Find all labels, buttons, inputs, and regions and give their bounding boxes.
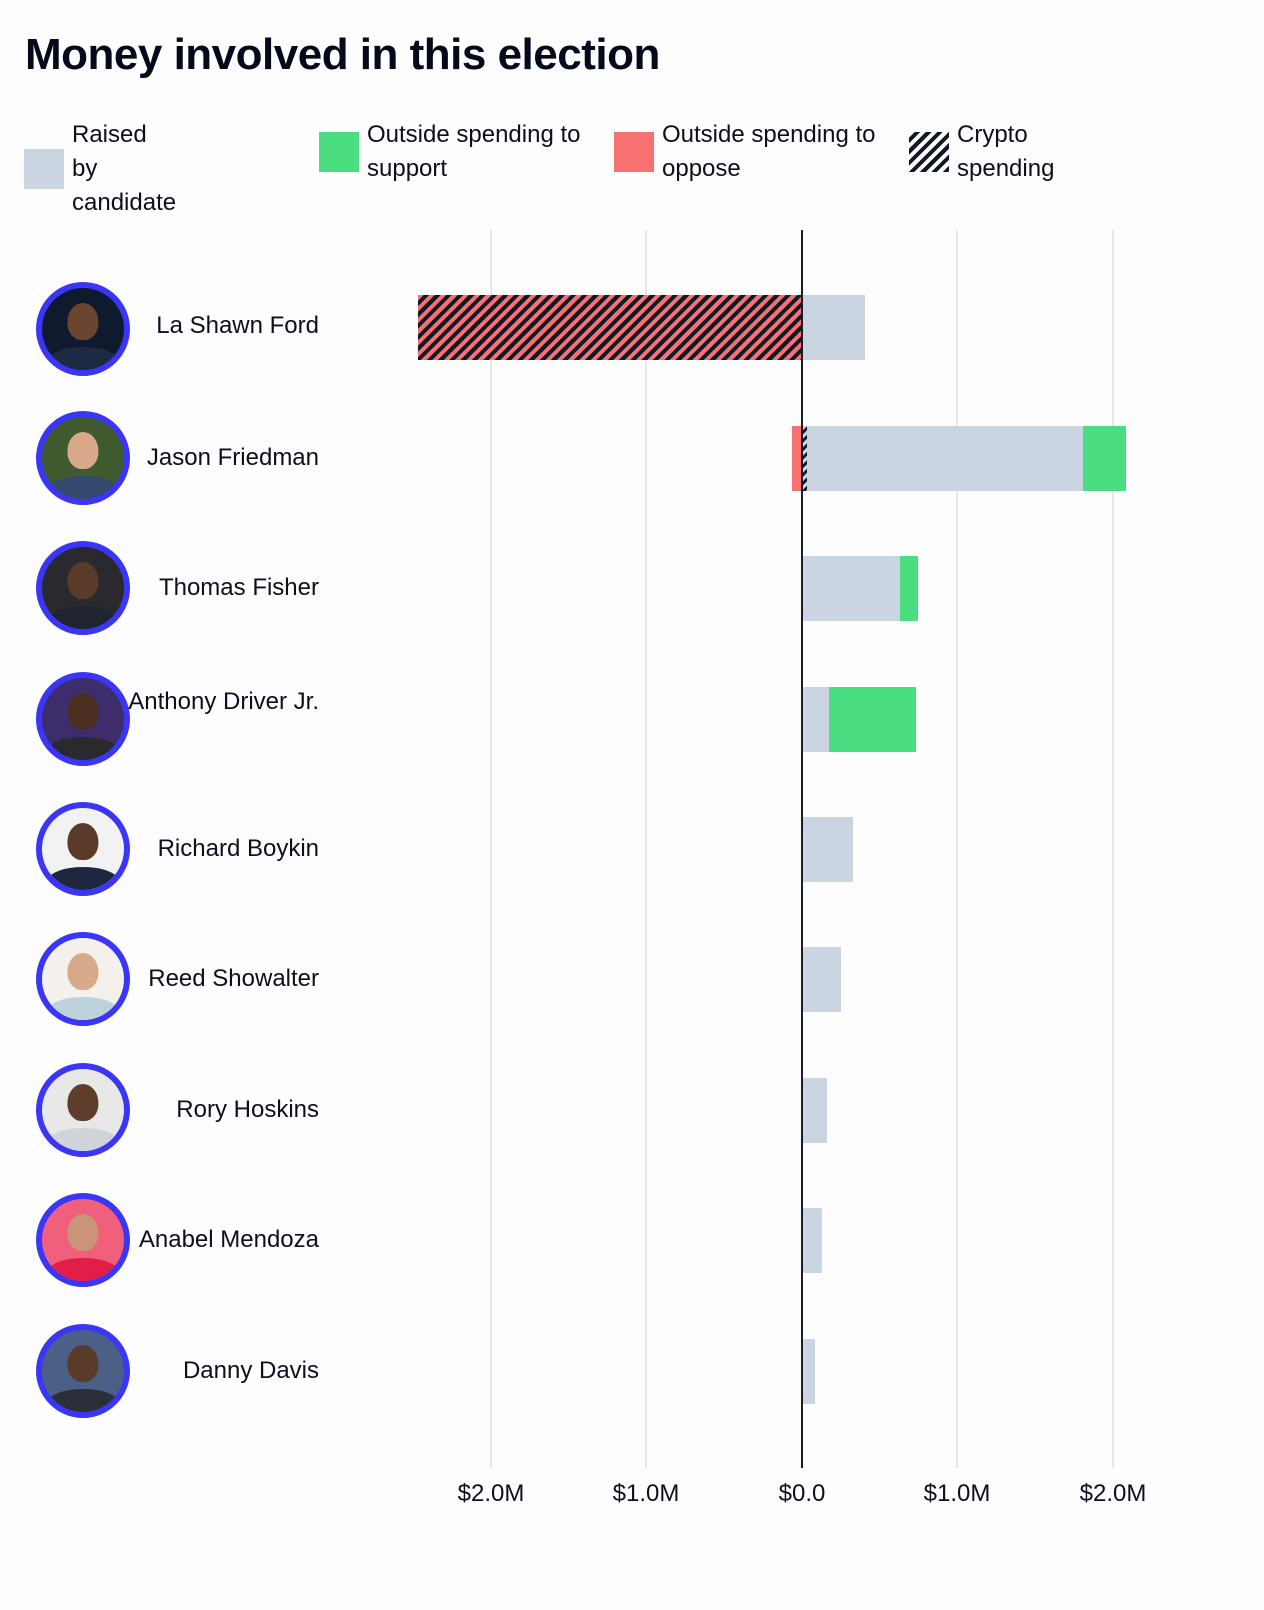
candidate-name: Thomas Fisher — [158, 574, 319, 601]
x-tick-label: $2.0M — [1079, 1480, 1147, 1507]
x-tick-label: $1.0M — [612, 1480, 680, 1507]
candidate-row: Thomas Fisher — [0, 523, 1264, 653]
body-shape — [46, 1128, 120, 1151]
chart-title: Money involved in this election — [25, 30, 660, 79]
avatar — [36, 802, 130, 896]
bar-raised[interactable] — [807, 426, 1083, 491]
candidate-row: Anthony Driver Jr. — [0, 654, 1264, 784]
avatar — [36, 1063, 130, 1157]
candidate-name: Richard Boykin — [157, 835, 319, 862]
body-shape — [46, 867, 120, 890]
legend-label: Outside spending to oppose — [662, 121, 876, 182]
face-shape — [67, 561, 99, 600]
candidate-row: Richard Boykin — [0, 784, 1264, 914]
bar-raised[interactable] — [803, 1078, 827, 1143]
legend-item-raised: Raised by candidate — [24, 118, 176, 220]
bar-raised[interactable] — [803, 295, 865, 360]
body-shape — [46, 737, 120, 760]
candidate-row: La Shawn Ford — [0, 262, 1264, 392]
bar-raised[interactable] — [803, 817, 853, 882]
candidate-row: Jason Friedman — [0, 393, 1264, 523]
candidate-row: Reed Showalter — [0, 914, 1264, 1044]
support-swatch — [319, 132, 359, 172]
candidate-row: Danny Davis — [0, 1306, 1264, 1436]
avatar — [36, 672, 130, 766]
candidate-name: La Shawn Ford — [156, 312, 319, 339]
x-tick-label: $0.0 — [778, 1480, 826, 1507]
oppose-swatch — [614, 132, 654, 172]
candidate-name: Danny Davis — [182, 1357, 319, 1384]
face-shape — [67, 431, 99, 470]
candidate-name: Rory Hoskins — [176, 1096, 319, 1123]
bar-support[interactable] — [900, 556, 918, 621]
face-shape — [67, 692, 99, 731]
avatar — [36, 411, 130, 505]
avatar — [36, 1193, 130, 1287]
face-shape — [67, 952, 99, 991]
bar-support[interactable] — [829, 687, 916, 752]
bar-oppose[interactable] — [792, 426, 802, 491]
candidate-name: Anthony Driver Jr. — [128, 688, 319, 715]
legend-label: Raised by candidate — [72, 121, 177, 216]
bar-raised[interactable] — [803, 556, 900, 621]
legend-item-oppose: Outside spending to oppose — [614, 118, 884, 186]
face-shape — [67, 1083, 99, 1122]
face-shape — [67, 1344, 99, 1383]
legend-label: Outside spending to support — [367, 121, 581, 182]
avatar — [36, 932, 130, 1026]
face-shape — [67, 302, 99, 341]
gridline — [956, 230, 958, 1468]
legend-item-crypto: Crypto spending — [909, 118, 1054, 186]
body-shape — [46, 1389, 120, 1412]
bar-crypto[interactable] — [803, 426, 807, 491]
bar-raised[interactable] — [803, 947, 841, 1012]
body-shape — [46, 347, 120, 370]
raised-swatch — [24, 149, 64, 189]
candidate-name: Anabel Mendoza — [138, 1226, 319, 1253]
body-shape — [46, 1258, 120, 1281]
candidate-name: Reed Showalter — [148, 965, 319, 992]
bar-raised[interactable] — [803, 687, 829, 752]
bar-raised[interactable] — [803, 1208, 822, 1273]
gridline — [645, 230, 647, 1468]
x-tick-label: $2.0M — [457, 1480, 525, 1507]
crypto-hatch-icon — [909, 132, 949, 172]
face-shape — [67, 822, 99, 861]
bar-raised[interactable] — [803, 1339, 815, 1404]
x-tick-label: $1.0M — [923, 1480, 991, 1507]
avatar — [36, 1324, 130, 1418]
legend-item-support: Outside spending to support — [319, 118, 589, 186]
bar-oppose-crypto[interactable] — [418, 295, 802, 360]
candidate-name: Jason Friedman — [146, 444, 319, 471]
face-shape — [67, 1213, 99, 1252]
bar-support[interactable] — [1083, 426, 1126, 491]
candidate-row: Anabel Mendoza — [0, 1175, 1264, 1305]
legend-label: Crypto spending — [957, 121, 1055, 182]
gridline — [1112, 230, 1114, 1468]
body-shape — [46, 997, 120, 1020]
avatar — [36, 541, 130, 635]
body-shape — [46, 606, 120, 629]
gridline — [490, 230, 492, 1468]
candidate-row: Rory Hoskins — [0, 1045, 1264, 1175]
zero-line — [801, 230, 803, 1468]
avatar — [36, 282, 130, 376]
body-shape — [46, 476, 120, 499]
